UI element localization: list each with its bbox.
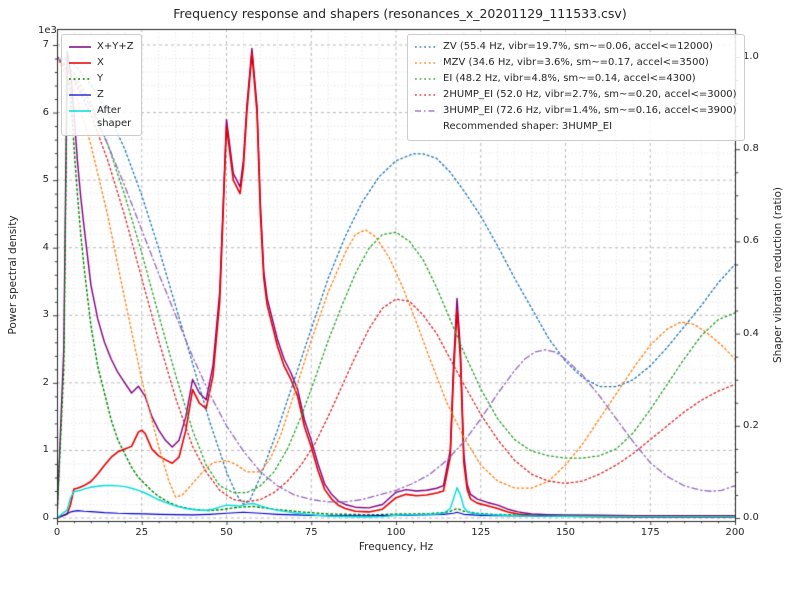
legend-entry-label: Z xyxy=(97,89,104,100)
y-right-tick-label: 0.6 xyxy=(743,235,759,247)
legend-entry-label: ZV (55.4 Hz, vibr=19.7%, sm~=0.06, accel… xyxy=(443,41,713,52)
y-left-tick-label: 5 xyxy=(42,174,49,186)
legend-psd: X+Y+Z X Y Z After shaper xyxy=(61,34,142,136)
legend-entry-z: Z xyxy=(69,88,134,103)
legend-entry-zv: ZV (55.4 Hz, vibr=19.7%, sm~=0.06, accel… xyxy=(415,40,737,55)
legend-line-sample xyxy=(415,46,437,48)
x-tick-label: 50 xyxy=(220,527,233,538)
x-tick-label: 25 xyxy=(135,527,149,538)
x-tick-label: 150 xyxy=(555,527,576,538)
x-tick-label: 125 xyxy=(471,527,491,538)
legend-note-text: Recommended shaper: 3HUMP_EI xyxy=(443,121,613,132)
legend-line-sample xyxy=(415,78,437,80)
y-right-tick-label: 0.8 xyxy=(743,143,759,155)
legend-entry-label: EI (48.2 Hz, vibr=4.8%, sm~=0.14, accel<… xyxy=(443,73,696,84)
legend-entry-2hump-ei: 2HUMP_EI (52.0 Hz, vibr=2.7%, sm~=0.20, … xyxy=(415,88,737,103)
y-axis-label-right: Shaper vibration reduction (ratio) xyxy=(772,186,784,364)
legend-line-sample xyxy=(415,62,437,64)
y-right-tick-label: 0.4 xyxy=(743,327,759,339)
y-right-tick-label: 0.0 xyxy=(743,512,759,523)
legend-entry-label: X xyxy=(97,57,104,68)
y-left-tick-label: 6 xyxy=(42,106,49,118)
legend-entry-ei: EI (48.2 Hz, vibr=4.8%, sm~=0.14, accel<… xyxy=(415,72,737,87)
legend-line-sample xyxy=(69,46,91,48)
y-axis-offset-label: 1e3 xyxy=(38,25,57,36)
x-tick-label: 75 xyxy=(304,527,318,538)
x-tick-label: 0 xyxy=(53,527,61,538)
y-left-tick-label: 7 xyxy=(42,39,49,50)
legend-line-sample xyxy=(69,110,91,112)
legend-entry-label: Y xyxy=(97,73,104,84)
legend-entry-label: After shaper xyxy=(97,105,132,129)
x-tick-label: 100 xyxy=(386,527,406,538)
legend-entry-mzv: MZV (34.6 Hz, vibr=3.6%, sm~=0.17, accel… xyxy=(415,56,737,71)
legend-line-sample xyxy=(415,94,437,96)
legend-entry-label: 2HUMP_EI (52.0 Hz, vibr=2.7%, sm~=0.20, … xyxy=(443,89,737,100)
y-left-tick-label: 1 xyxy=(42,444,49,456)
legend-entry-label: 3HUMP_EI (72.6 Hz, vibr=1.4%, sm~=0.16, … xyxy=(443,105,737,116)
legend-entry-label: X+Y+Z xyxy=(97,41,134,52)
legend-line-sample xyxy=(415,110,437,112)
y-left-tick-label: 4 xyxy=(42,241,49,253)
legend-entry-after-shaper: After shaper xyxy=(69,104,134,130)
x-tick-label: 200 xyxy=(725,527,745,538)
legend-line-sample xyxy=(69,78,91,80)
legend-line-sample xyxy=(69,62,91,64)
chart-title: Frequency response and shapers (resonanc… xyxy=(173,6,627,21)
x-tick-label: 175 xyxy=(640,527,660,538)
legend-entry-label: MZV (34.6 Hz, vibr=3.6%, sm~=0.17, accel… xyxy=(443,57,709,68)
legend-recommended-note: Recommended shaper: 3HUMP_EI xyxy=(415,120,737,135)
y-left-tick-label: 3 xyxy=(42,309,49,321)
legend-entry-y: Y xyxy=(69,72,134,87)
y-right-tick-label: 1.0 xyxy=(743,51,759,62)
y-right-tick-label: 0.2 xyxy=(743,419,759,431)
x-axis-label: Frequency, Hz xyxy=(358,541,434,553)
legend-shapers: ZV (55.4 Hz, vibr=19.7%, sm~=0.06, accel… xyxy=(407,34,745,141)
y-left-tick-label: 0 xyxy=(42,512,49,523)
legend-entry-3hump-ei: 3HUMP_EI (72.6 Hz, vibr=1.4%, sm~=0.16, … xyxy=(415,104,737,119)
legend-entry-x-y-z: X+Y+Z xyxy=(69,40,134,55)
legend-line-sample xyxy=(69,94,91,96)
y-left-tick-label: 2 xyxy=(42,376,49,388)
legend-entry-x: X xyxy=(69,56,134,71)
